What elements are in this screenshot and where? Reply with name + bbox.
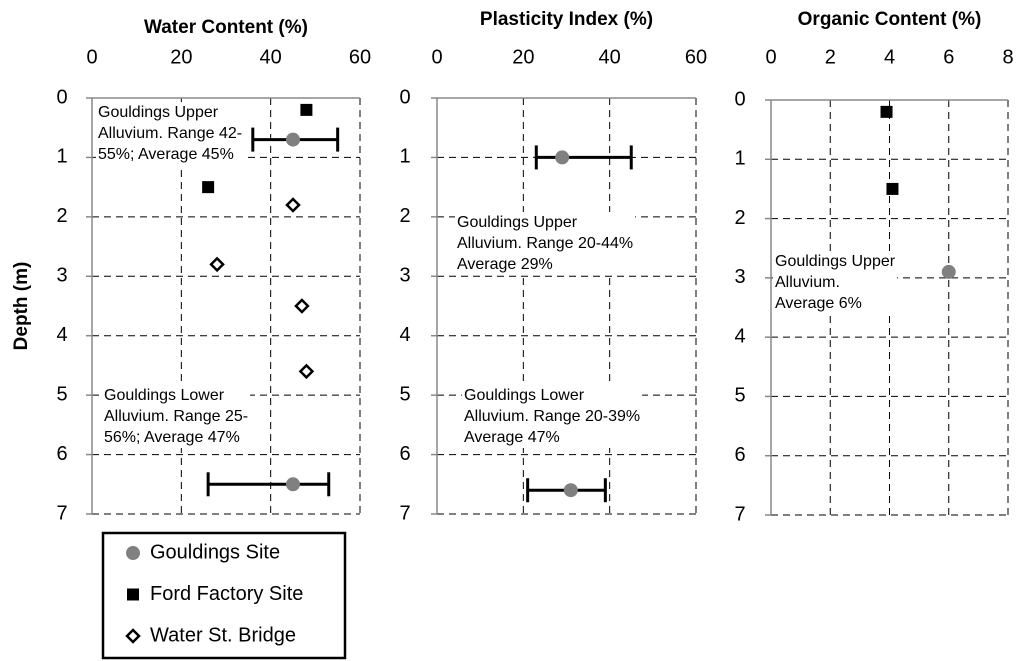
annotation: Gouldings Upper Alluvium. Average 6% — [773, 251, 898, 314]
x-tick-label: 2 — [825, 46, 836, 68]
point — [300, 103, 313, 116]
annotation-bg — [455, 212, 636, 275]
legend-box — [101, 531, 347, 660]
x-tick-label: 40 — [599, 46, 621, 68]
annotation: Gouldings Lower Alluvium. Range 25- 56%; A… — [102, 385, 251, 448]
annotation-bg — [102, 385, 251, 448]
x-tick-label: 0 — [765, 46, 776, 68]
annotation-bg — [462, 385, 643, 448]
point — [285, 197, 301, 213]
chart-title: Plasticity Index (%) — [480, 9, 653, 30]
x-tick-label: 0 — [431, 46, 442, 68]
point — [298, 363, 315, 380]
y-tick-label: 4 — [56, 324, 67, 346]
y-tick-label: 6 — [399, 443, 410, 465]
annotation-line: Gouldings Upper — [775, 253, 896, 270]
y-tick-label: 6 — [734, 444, 745, 466]
x-tick-label: 60 — [349, 46, 371, 68]
y-tick-label: 3 — [399, 265, 410, 287]
error-bar — [206, 472, 331, 497]
annotation: Gouldings Lower Alluvium. Range 20-39% Ave… — [462, 385, 643, 448]
annotation: Gouldings Upper Alluvium. Range 42- 55%; A… — [96, 102, 245, 165]
x-tick-label: 0 — [86, 46, 97, 68]
y-tick-label: 6 — [56, 443, 67, 465]
x-tick-label: 60 — [685, 46, 707, 68]
point — [286, 477, 300, 492]
annotation-line: Gouldings Lower — [464, 387, 585, 404]
annotation-line: Alluvium. Range 25- — [104, 408, 248, 425]
y-tick-label: 2 — [399, 205, 410, 227]
annotation-line: Average 6% — [775, 295, 862, 312]
x-tick-label: 20 — [512, 46, 534, 68]
legend-marker — [126, 546, 140, 560]
x-tick-label: 4 — [884, 46, 895, 68]
point — [286, 132, 300, 147]
point — [202, 181, 215, 194]
annotation-line: Gouldings Upper — [98, 104, 219, 121]
point — [886, 182, 899, 195]
annotation-line: Gouldings Upper — [457, 214, 578, 231]
point — [941, 264, 956, 279]
y-tick-label: 1 — [399, 146, 410, 168]
y-tick-label: 4 — [734, 325, 745, 347]
annotation-line: Alluvium. Range 20-39% — [464, 408, 640, 425]
y-tick-label: 7 — [56, 502, 67, 524]
legend-marker — [127, 588, 139, 601]
x-tick-label: 8 — [1002, 46, 1013, 68]
chart-title: Water Content (%) — [144, 17, 308, 38]
legend-label: Gouldings Site — [150, 541, 280, 563]
y-tick-label: 3 — [734, 266, 745, 288]
x-tick-label: 40 — [260, 46, 282, 68]
annotation-line: 55%; Average 45% — [98, 146, 234, 163]
annotation-bg — [96, 102, 245, 165]
point — [880, 105, 893, 118]
y-tick-label: 0 — [56, 86, 67, 108]
y-tick-label: 0 — [734, 88, 745, 110]
chart-title: Organic Content (%) — [798, 9, 982, 30]
point — [563, 483, 578, 498]
annotation-bg — [773, 251, 898, 314]
y-tick-label: 0 — [399, 86, 410, 108]
legend-label: Water St. Bridge — [150, 624, 296, 646]
y-tick-label: 1 — [734, 148, 745, 170]
y-tick-label: 2 — [56, 205, 67, 227]
legend-marker — [125, 628, 141, 644]
annotation-line: Average 29% — [457, 256, 553, 273]
y-tick-label: 5 — [56, 383, 67, 405]
y-tick-label: 5 — [734, 385, 745, 407]
x-tick-label: 20 — [170, 46, 192, 68]
annotation-line: Alluvium. — [775, 274, 840, 291]
error-bar — [534, 145, 633, 170]
legend-label: Ford Factory Site — [150, 583, 303, 605]
y-tick-label: 7 — [399, 502, 410, 524]
annotation: Gouldings Upper Alluvium. Range 20-44% Ave… — [455, 212, 636, 275]
x-tick-label: 6 — [943, 46, 954, 68]
y-tick-label: 5 — [399, 383, 410, 405]
point — [294, 298, 310, 314]
y-tick-label: 3 — [56, 265, 67, 287]
y-tick-label: 7 — [734, 503, 745, 525]
annotation-line: Alluvium. Range 42- — [98, 125, 242, 142]
y-tick-label: 4 — [399, 324, 410, 346]
point — [555, 150, 570, 165]
y-axis-label: Depth (m) — [11, 262, 32, 351]
y-tick-label: 1 — [56, 146, 67, 168]
point — [209, 256, 225, 273]
annotation-line: Gouldings Lower — [104, 387, 225, 404]
annotation-line: 56%; Average 47% — [104, 429, 240, 446]
annotation-line: Alluvium. Range 20-44% — [457, 235, 633, 252]
annotation-line: Average 47% — [464, 429, 560, 446]
y-tick-label: 2 — [734, 207, 745, 229]
